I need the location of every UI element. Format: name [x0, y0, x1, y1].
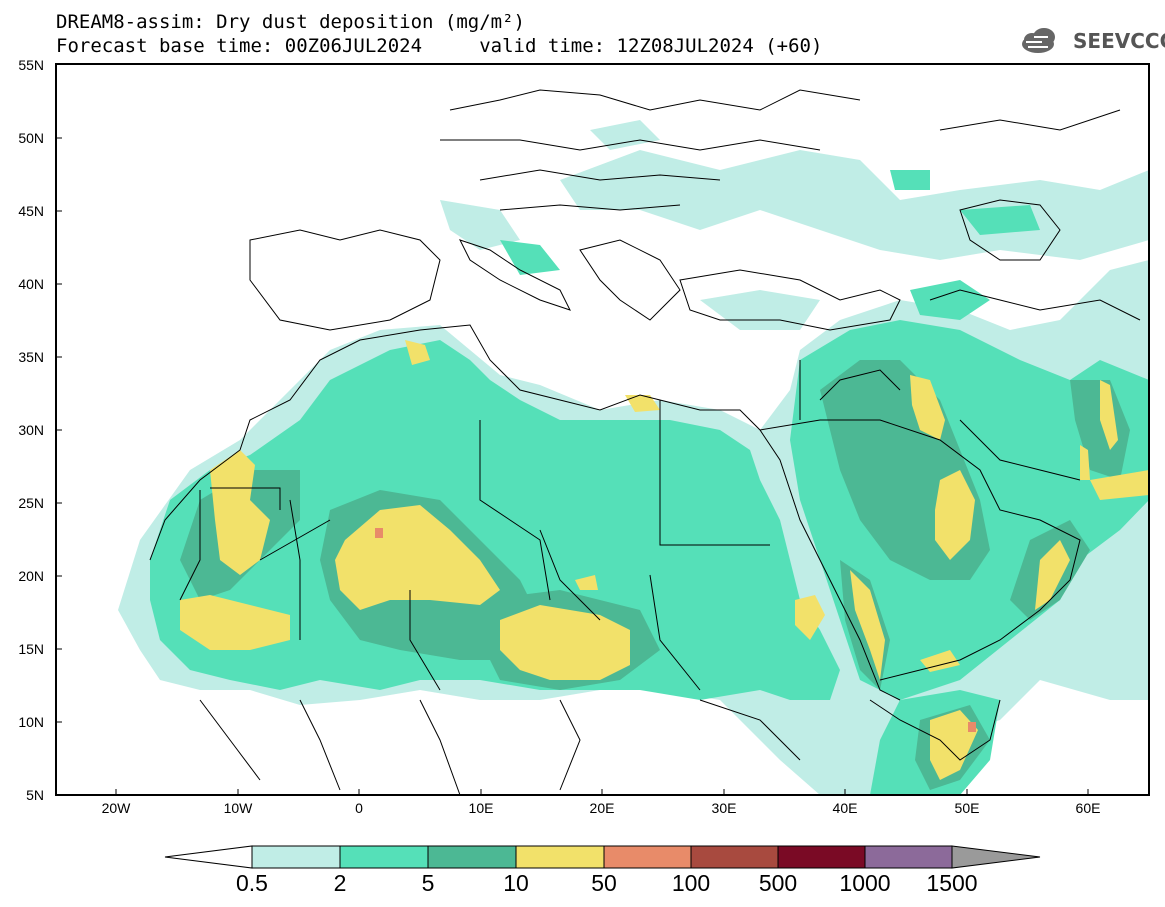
dust-level-10 — [180, 340, 1149, 780]
axis-ticks — [56, 137, 1089, 795]
colorbar-label-3: 10 — [503, 870, 529, 896]
lat-label-50n: 50N — [18, 130, 44, 146]
colorbar-label-1: 2 — [333, 870, 347, 896]
colorbar-label-2: 5 — [421, 870, 435, 896]
lat-label-30n: 30N — [18, 422, 44, 438]
lon-label-30e: 30E — [711, 800, 737, 816]
lat-label-25n: 25N — [18, 495, 44, 511]
colorbar-label-5: 100 — [671, 870, 711, 896]
title-line-1: DREAM8-assim: Dry dust deposition (mg/m²… — [56, 11, 525, 33]
lon-label-20e: 20E — [589, 800, 615, 816]
lat-label-45n: 45N — [18, 203, 44, 219]
lon-label-20w: 20W — [101, 800, 131, 816]
logo-text: SEEVCCC — [1073, 29, 1165, 53]
lat-label-10n: 10N — [18, 714, 44, 730]
lon-label-0: 0 — [355, 800, 363, 816]
colorbar-label-8: 1500 — [926, 870, 978, 896]
lat-label-15n: 15N — [18, 641, 44, 657]
lon-label-40e: 40E — [832, 800, 858, 816]
colorbar-label-7: 1000 — [839, 870, 891, 896]
lat-label-35n: 35N — [18, 349, 44, 365]
lon-label-60e: 60E — [1075, 800, 1101, 816]
lat-label-55n: 55N — [18, 57, 44, 73]
lat-label-5n: 5N — [26, 787, 44, 803]
colorbar-label-6: 500 — [758, 870, 798, 896]
colorbar-label-0: 0.5 — [236, 870, 268, 896]
dust-level-50 — [375, 528, 976, 732]
lat-label-20n: 20N — [18, 568, 44, 584]
lat-label-40n: 40N — [18, 276, 44, 292]
colorbar-label-4: 50 — [591, 870, 617, 896]
lon-label-10w: 10W — [223, 800, 253, 816]
map-borders — [149, 89, 1141, 795]
cloud-icon — [1022, 28, 1055, 53]
lon-label-50e: 50E — [954, 800, 980, 816]
lon-label-10e: 10E — [468, 800, 494, 816]
title-line-2: Forecast base time: 00Z06JUL2024 valid t… — [56, 35, 823, 57]
